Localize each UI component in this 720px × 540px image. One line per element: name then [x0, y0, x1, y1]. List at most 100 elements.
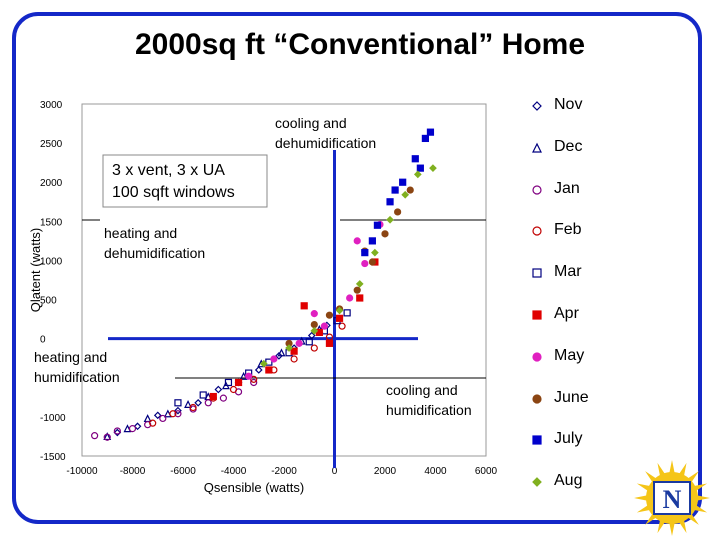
- x-tick-label: 4000: [424, 466, 447, 477]
- legend-marker-icon: [532, 184, 542, 195]
- x-axis-label: Qsensible (watts): [204, 480, 304, 495]
- data-point-feb: [290, 355, 298, 363]
- legend-swatch: [532, 393, 542, 404]
- y-tick-label: -1000: [40, 413, 66, 424]
- data-point-aug: [371, 248, 379, 257]
- data-point-apr: [335, 314, 344, 322]
- legend-swatch: [532, 226, 542, 236]
- legend-swatch: [532, 101, 542, 111]
- data-point-july: [386, 198, 394, 206]
- y-tick-label: 1000: [40, 256, 63, 267]
- y-tick-label: 2500: [40, 139, 63, 150]
- data-point-feb: [310, 344, 318, 352]
- data-point-july: [391, 186, 399, 194]
- legend-item-may: May: [530, 347, 610, 367]
- legend-item-jan: Jan: [530, 180, 610, 200]
- data-point-jan: [250, 378, 258, 387]
- data-point-mar: [174, 399, 182, 407]
- legend-label: Aug: [554, 472, 583, 490]
- data-point-may: [320, 322, 328, 330]
- legend-label: May: [554, 346, 585, 364]
- data-point-apr: [300, 302, 308, 310]
- x-tick-label: 2000: [374, 466, 397, 477]
- slide-title: 2000sq ft “Conventional” Home: [134, 28, 586, 61]
- quadrant-label: dehumidification: [104, 245, 205, 261]
- data-point-jan: [219, 394, 227, 402]
- data-point-jan: [204, 399, 212, 407]
- legend-label: Nov: [554, 96, 583, 113]
- data-point-may: [346, 294, 354, 302]
- data-point-apr: [209, 392, 217, 401]
- legend-label: Jan: [554, 179, 580, 197]
- data-point-may: [353, 237, 361, 245]
- data-point-apr: [265, 366, 273, 374]
- y-tick-label: 3000: [40, 100, 63, 111]
- quadrant-label: humidification: [386, 402, 472, 418]
- data-point-jan: [159, 414, 167, 423]
- data-point-jan: [91, 432, 99, 440]
- data-point-nov: [133, 422, 142, 431]
- data-point-june: [310, 320, 318, 329]
- data-point-may: [361, 259, 369, 268]
- legend-label: Dec: [554, 137, 583, 155]
- data-point-apr: [290, 347, 298, 355]
- data-point-july: [373, 221, 382, 229]
- chart-annotation-box: 3 x vent, 3 x UA 100 sqft windows: [102, 154, 268, 208]
- x-tick-label: -4000: [221, 466, 247, 477]
- annotation-line-1: 3 x vent, 3 x UA: [112, 162, 225, 179]
- y-tick-label: -1500: [40, 452, 66, 463]
- legend-marker-icon: [532, 310, 542, 320]
- data-point-june: [394, 208, 402, 216]
- legend-marker-icon: [532, 477, 542, 488]
- data-point-mar: [224, 378, 233, 387]
- data-point-jan: [128, 425, 137, 433]
- data-point-aug: [285, 344, 293, 352]
- y-tick-label: 1500: [40, 217, 63, 228]
- sun-logo-icon: N: [634, 460, 710, 536]
- data-point-feb: [149, 419, 157, 427]
- legend-marker-icon: [532, 268, 542, 278]
- data-point-july: [416, 164, 424, 172]
- data-point-nov: [194, 398, 202, 407]
- data-point-jan: [113, 427, 121, 435]
- data-point-july: [421, 134, 429, 143]
- x-tick-label: -10000: [66, 466, 98, 477]
- data-point-may: [295, 339, 303, 347]
- legend-swatch: [532, 477, 542, 488]
- legend-swatch: [532, 310, 542, 320]
- data-point-aug: [401, 190, 410, 199]
- data-point-july: [399, 178, 407, 186]
- data-point-apr: [356, 294, 364, 302]
- data-point-nov: [275, 352, 283, 360]
- data-point-aug: [310, 326, 319, 335]
- data-point-may: [310, 310, 318, 318]
- legend-item-june: June: [530, 389, 610, 409]
- data-point-feb: [250, 375, 258, 383]
- data-point-nov: [214, 385, 223, 394]
- data-point-june: [381, 230, 389, 238]
- legend-swatch: [532, 352, 542, 362]
- data-point-june: [353, 286, 361, 294]
- legend-item-apr: Apr: [530, 305, 610, 325]
- y-tick-label: 500: [40, 296, 57, 307]
- data-point-aug: [386, 215, 394, 224]
- data-point-feb: [169, 410, 177, 418]
- legend-item-dec: Dec: [530, 138, 610, 158]
- legend-marker-icon: [532, 226, 542, 236]
- legend-swatch: [532, 184, 542, 195]
- data-point-mar: [305, 338, 313, 346]
- data-point-aug: [335, 306, 344, 315]
- data-point-aug: [259, 359, 268, 368]
- data-point-feb: [229, 385, 238, 394]
- data-point-apr: [325, 339, 334, 347]
- data-point-july: [361, 249, 369, 257]
- data-point-apr: [234, 378, 243, 387]
- quadrant-label: heating and: [104, 225, 177, 241]
- legend-marker-icon: [532, 101, 542, 111]
- legend-item-mar: Mar: [530, 263, 610, 283]
- legend-swatch: [532, 435, 542, 445]
- data-point-feb: [338, 322, 346, 330]
- x-tick-label: -2000: [271, 466, 297, 477]
- data-point-aug: [355, 280, 364, 288]
